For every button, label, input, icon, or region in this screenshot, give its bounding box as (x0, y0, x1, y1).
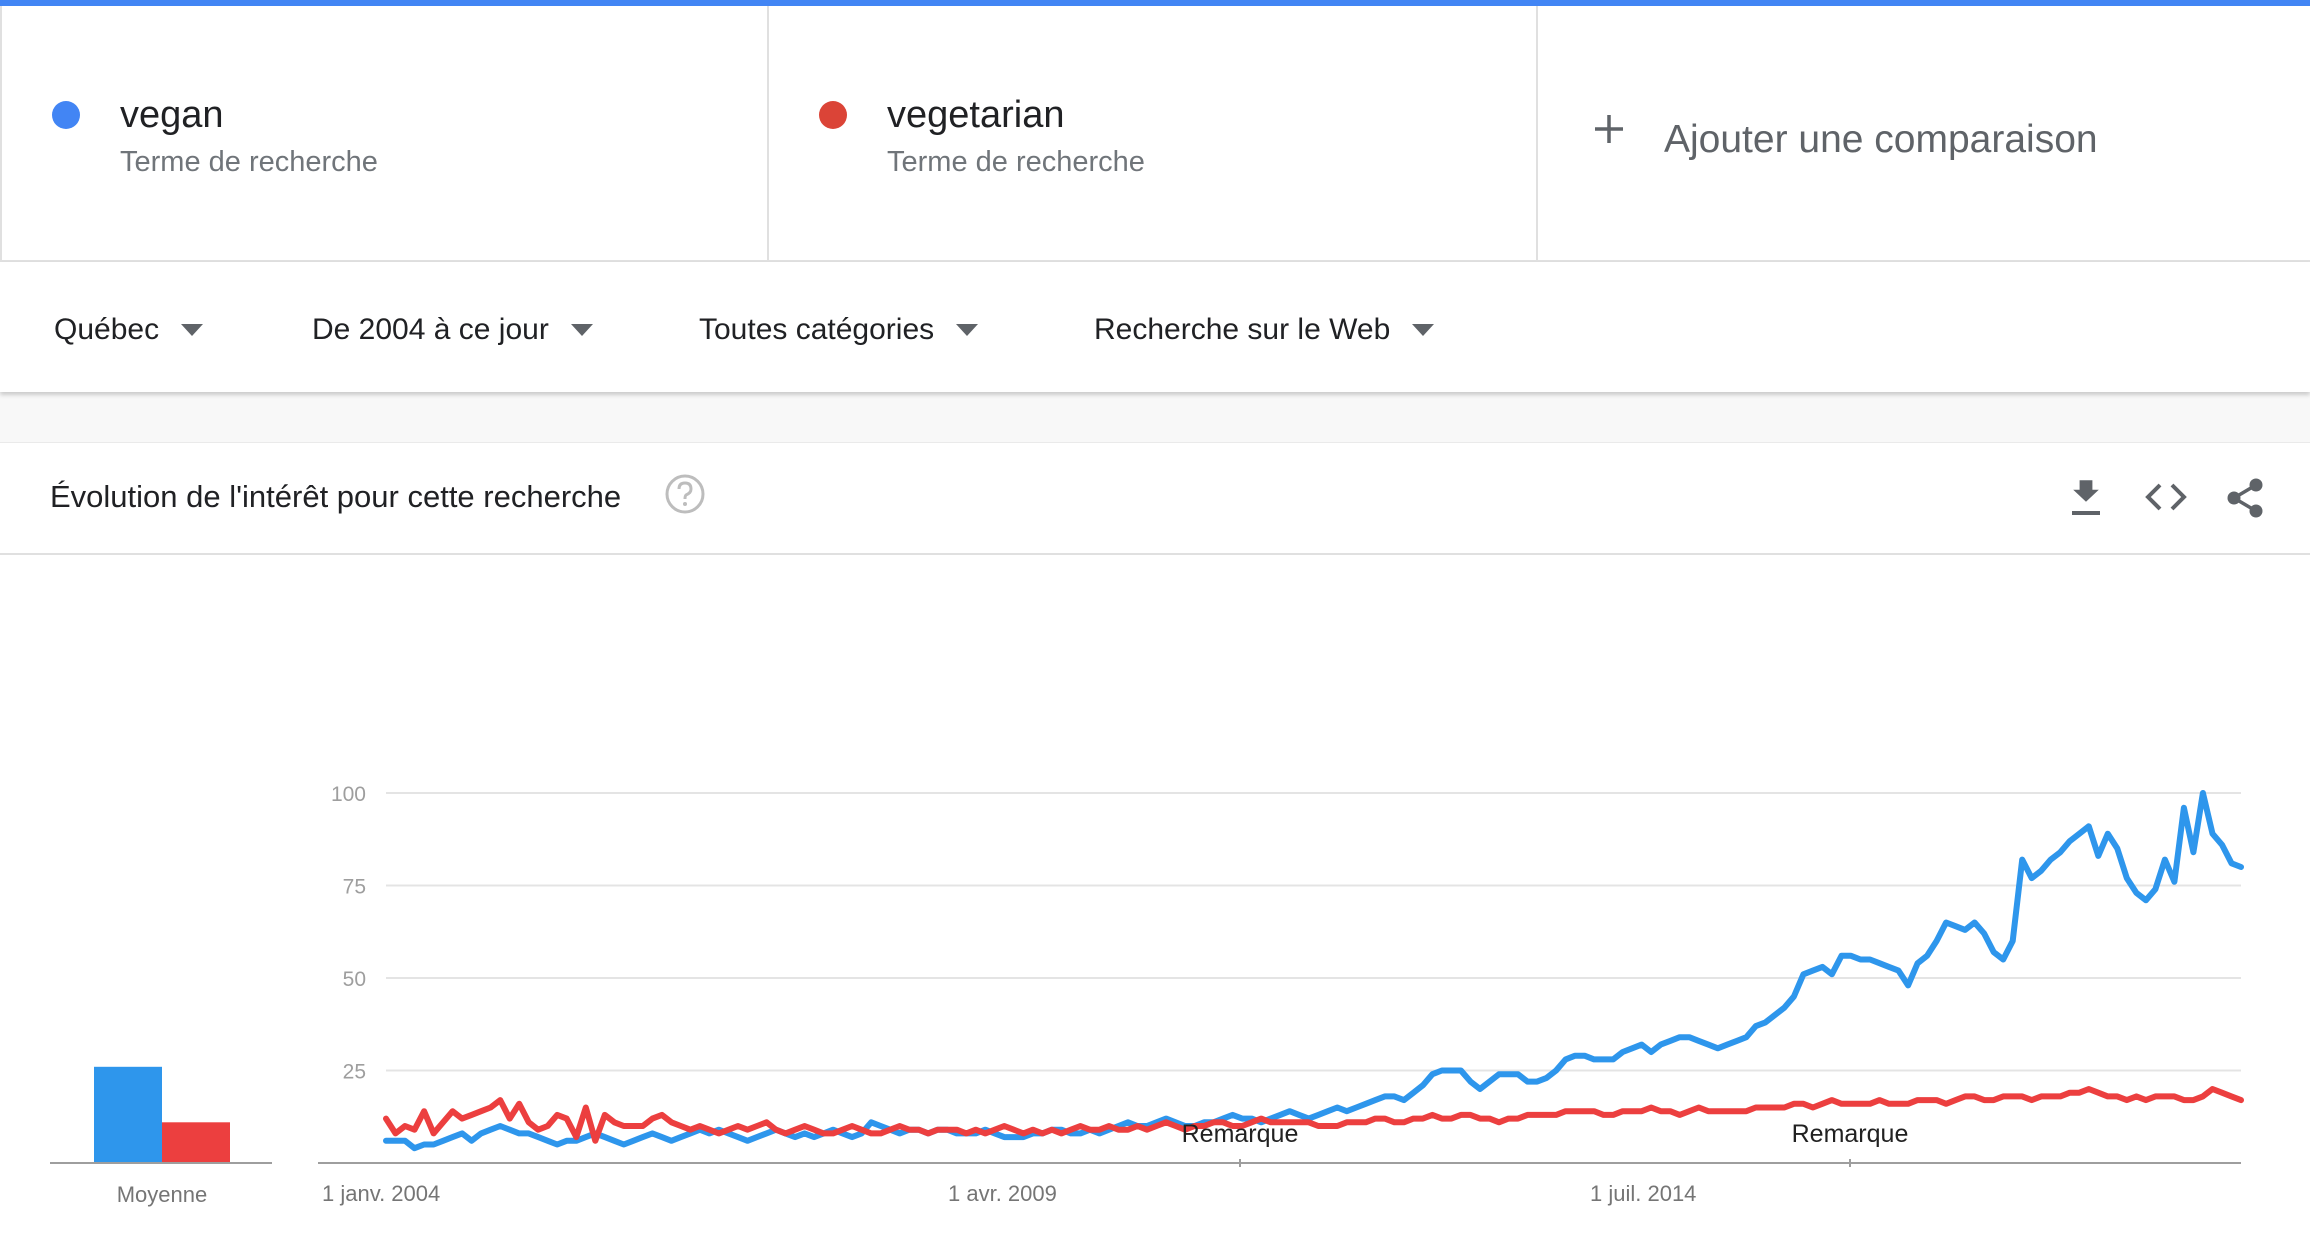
annotation-note[interactable]: Remarque (1182, 1120, 1299, 1148)
average-label: Moyenne (117, 1182, 208, 1207)
filter-category-dropdown[interactable]: Toutes catégories (699, 310, 979, 350)
card-title: Évolution de l'intérêt pour cette recher… (50, 479, 622, 514)
average-bar-vegan[interactable] (94, 1066, 162, 1163)
top-accent-bar (0, 0, 2310, 6)
embed-code-icon[interactable] (2144, 477, 2188, 522)
term-name: vegan (120, 94, 224, 136)
average-bars: Moyenne (50, 1066, 272, 1207)
chart-grid: 25 50 75 100 1 janv. 2004 1 avr. 2009 1 juil. … (318, 783, 2241, 1206)
share-icon[interactable] (2224, 477, 2266, 524)
caret-down-icon (956, 324, 979, 336)
chart-annotations: Remarque Remarque (1182, 1120, 1909, 1167)
y-tick-label: 75 (343, 876, 366, 899)
comparison-bar: vegan Terme de recherche vegetarian Term… (0, 6, 2310, 262)
add-comparison-button[interactable]: Ajouter une comparaison (1538, 6, 2310, 260)
average-bar-vegetarian[interactable] (162, 1122, 230, 1163)
filter-label: De 2004 à ce jour (312, 313, 549, 346)
add-comparison-label: Ajouter une comparaison (1664, 118, 2098, 161)
y-tick-label: 50 (343, 968, 366, 991)
search-term-vegan[interactable]: vegan Terme de recherche (0, 6, 769, 260)
interest-over-time-card: Évolution de l'intérêt pour cette recher… (0, 442, 2310, 1233)
x-tick-label: 1 avr. 2009 (948, 1181, 1057, 1206)
filter-label: Québec (54, 313, 160, 346)
series-line-vegan[interactable] (383, 790, 2244, 1152)
caret-down-icon (570, 324, 593, 336)
plus-icon (1592, 112, 1626, 151)
filter-bar: Québec De 2004 à ce jour Toutes catégori… (0, 262, 2310, 392)
series-color-dot-vegan (52, 101, 80, 129)
annotation-note[interactable]: Remarque (1792, 1120, 1909, 1148)
filter-time-range-dropdown[interactable]: De 2004 à ce jour (312, 310, 593, 350)
download-icon[interactable] (2066, 477, 2106, 522)
term-type: Terme de recherche (887, 146, 1145, 178)
filter-search-type-dropdown[interactable]: Recherche sur le Web (1094, 310, 1435, 350)
series-line-vegetarian[interactable] (383, 1086, 2244, 1144)
card-header: Évolution de l'intérêt pour cette recher… (0, 443, 2310, 555)
series-color-dot-vegetarian (819, 101, 847, 129)
search-term-vegetarian[interactable]: vegetarian Terme de recherche (769, 6, 1538, 260)
help-icon[interactable] (664, 473, 706, 520)
filter-label: Toutes catégories (699, 313, 935, 346)
x-tick-label: 1 janv. 2004 (322, 1181, 440, 1206)
y-tick-label: 100 (331, 783, 366, 806)
term-name: vegetarian (887, 94, 1065, 136)
term-type: Terme de recherche (120, 146, 378, 178)
filter-label: Recherche sur le Web (1094, 313, 1391, 346)
filter-region-dropdown[interactable]: Québec (54, 310, 204, 350)
x-tick-label: 1 juil. 2014 (1590, 1181, 1696, 1206)
y-tick-label: 25 (343, 1061, 366, 1084)
chart-series[interactable] (383, 790, 2244, 1152)
caret-down-icon (1412, 324, 1435, 336)
caret-down-icon (181, 324, 204, 336)
interest-chart: Moyenne 25 50 75 100 1 janv. 2004 1 avr. 2009… (50, 783, 2244, 1207)
